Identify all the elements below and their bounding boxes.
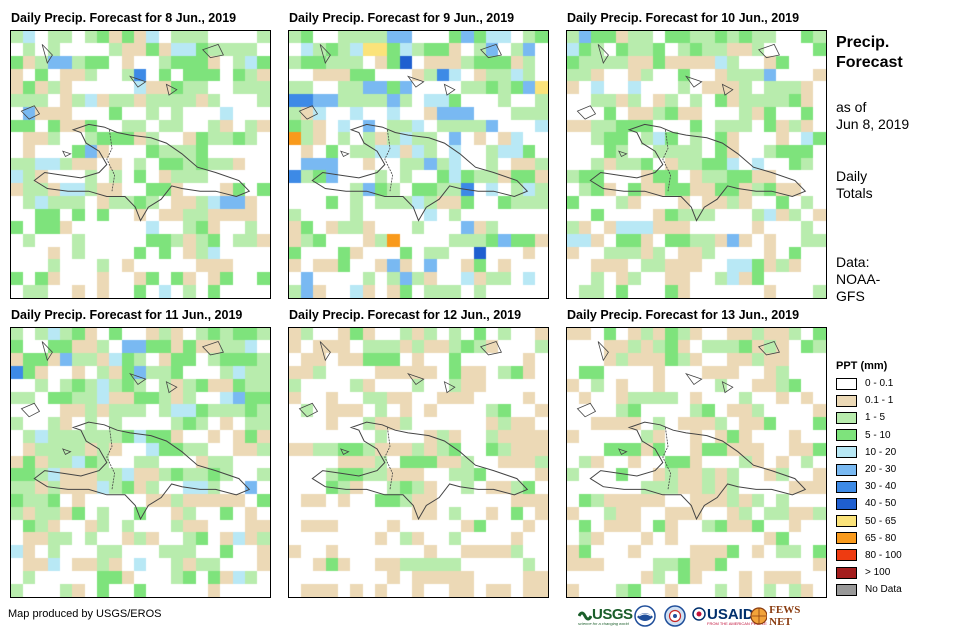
legend-item: 30 - 40	[836, 478, 902, 495]
fewsnet-text: FEWS NET	[769, 603, 801, 628]
hispaniola-outline	[576, 43, 807, 222]
precip-grid	[11, 328, 270, 597]
precip-grid	[289, 328, 548, 597]
fewsnet-globe-icon	[750, 606, 768, 625]
usgs-wave-icon	[578, 611, 592, 621]
usgs-logo: USGS science for a changing world	[578, 603, 633, 628]
legend-swatch	[836, 549, 857, 562]
hispaniola-outline	[298, 43, 529, 222]
legend-swatch	[836, 446, 857, 459]
legend-label: 1 - 5	[865, 412, 886, 424]
legend-label: > 100	[865, 567, 891, 579]
usaid-seal-icon	[692, 607, 706, 621]
legend-swatch	[836, 411, 857, 424]
legend-item: 80 - 100	[836, 547, 902, 564]
legend-label: 5 - 10	[865, 429, 891, 441]
noaa-logo	[634, 603, 656, 628]
legend-item: 20 - 30	[836, 461, 902, 478]
panel-title-4: Daily Precip. Forecast for 11 Jun., 2019	[11, 308, 243, 322]
data-source-label: Data:	[836, 254, 870, 270]
legend-item: 40 - 50	[836, 495, 902, 512]
legend-label: 80 - 100	[865, 549, 902, 561]
as-of-date: as of Jun 8, 2019	[836, 99, 909, 133]
legend-swatch	[836, 394, 857, 407]
legend-swatch	[836, 463, 857, 476]
as-of-value: Jun 8, 2019	[836, 116, 910, 132]
precip-map-6	[566, 327, 827, 598]
legend-label: 20 - 30	[865, 464, 897, 476]
noaa-emblem-icon	[634, 604, 656, 627]
legend-label: 10 - 20	[865, 446, 897, 458]
precip-map-3	[566, 30, 827, 299]
precip-grid	[289, 31, 548, 298]
precip-grid	[567, 328, 826, 597]
fewsnet-logo: FEWS NET	[750, 603, 823, 628]
legend-swatch	[836, 532, 857, 545]
legend-swatch	[836, 515, 857, 528]
legend-label: 50 - 65	[865, 515, 897, 527]
legend-item: 1 - 5	[836, 409, 902, 426]
panel-title-6: Daily Precip. Forecast for 13 Jun., 2019	[567, 308, 800, 322]
legend-swatch	[836, 497, 857, 510]
legend-item: 10 - 20	[836, 444, 902, 461]
hispaniola-outline	[298, 341, 529, 521]
usaid-text: USAID	[707, 605, 754, 623]
data-source: Data: NOAA- GFS	[836, 254, 880, 305]
legend-label: 65 - 80	[865, 532, 897, 544]
legend-label: 0.1 - 1	[865, 395, 894, 407]
hispaniola-outline	[20, 43, 251, 222]
legend-title: PPT (mm)	[836, 360, 888, 372]
legend-item: 5 - 10	[836, 427, 902, 444]
precip-map-2	[288, 30, 549, 299]
legend-item: > 100	[836, 564, 902, 581]
precip-legend: PPT (mm) 0 - 0.1 0.1 - 1 1 - 5 5 - 10 10…	[836, 360, 902, 598]
legend-item: No Data	[836, 581, 902, 598]
panel-title-5: Daily Precip. Forecast for 12 Jun., 2019	[289, 308, 522, 322]
panel-title-3: Daily Precip. Forecast for 10 Jun., 2019	[567, 11, 800, 25]
legend-item: 0 - 0.1	[836, 375, 902, 392]
panel-title-2: Daily Precip. Forecast for 9 Jun., 2019	[289, 11, 515, 25]
legend-label: 30 - 40	[865, 481, 897, 493]
legend-item: 0.1 - 1	[836, 392, 902, 409]
sidebar-title-line2: Forecast	[836, 54, 903, 71]
totals-line: Totals	[836, 185, 873, 201]
legend-swatch	[836, 429, 857, 442]
data-source-line3: GFS	[836, 288, 865, 304]
precip-map-1	[10, 30, 271, 299]
data-source-line2: NOAA-	[836, 271, 881, 287]
map-credit: Map produced by USGS/EROS	[8, 608, 162, 620]
legend-swatch	[836, 480, 857, 493]
nws-logo	[664, 603, 686, 628]
nws-emblem-icon	[664, 604, 686, 627]
sidebar-title-line1: Precip.	[836, 34, 890, 51]
daily-line: Daily	[836, 168, 868, 184]
precip-grid	[11, 31, 270, 298]
precip-grid	[567, 31, 826, 298]
as-of-label: as of	[836, 99, 867, 115]
sidebar-title: Precip. Forecast	[836, 33, 903, 73]
panel-title-1: Daily Precip. Forecast for 8 Jun., 2019	[11, 11, 237, 25]
usaid-logo: USAID FROM THE AMERICAN PEOPLE	[692, 603, 767, 628]
usaid-tagline: FROM THE AMERICAN PEOPLE	[707, 620, 767, 626]
precip-map-5	[288, 327, 549, 598]
legend-item: 65 - 80	[836, 530, 902, 547]
legend-swatch	[836, 566, 857, 579]
legend-item: 50 - 65	[836, 513, 902, 530]
daily-totals-label: Daily Totals	[836, 168, 873, 202]
legend-label: 0 - 0.1	[865, 378, 894, 390]
legend-label: No Data	[865, 584, 902, 596]
partner-logos: USGS science for a changing world USAID …	[578, 603, 823, 628]
precip-map-4	[10, 327, 271, 598]
hispaniola-outline	[576, 341, 807, 521]
legend-swatch	[836, 377, 857, 390]
legend-label: 40 - 50	[865, 498, 897, 510]
hispaniola-outline	[20, 341, 251, 521]
usgs-text: USGS	[592, 605, 633, 623]
legend-swatch	[836, 583, 857, 596]
usgs-tagline: science for a changing world	[578, 620, 629, 626]
